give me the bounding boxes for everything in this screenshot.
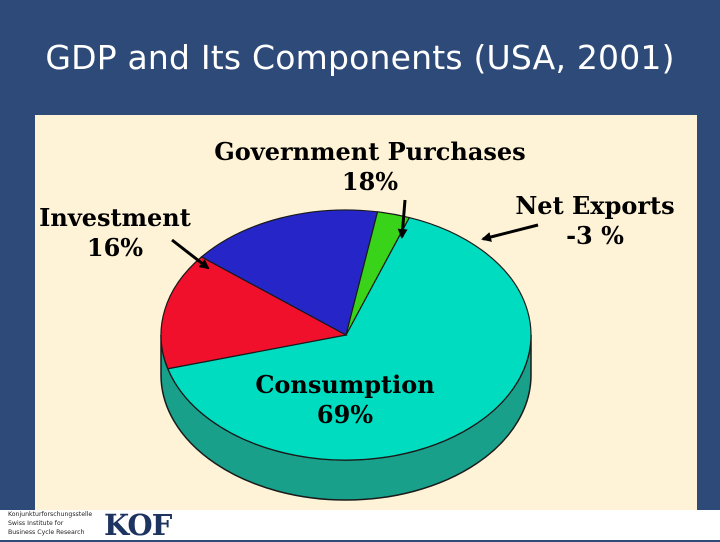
consumption-slice (167, 216, 532, 461)
government-label-value: 18% (341, 167, 399, 196)
chart-panel: Government Purchases 18% Investment 16% … (35, 115, 697, 510)
investment-label-value: 16% (86, 233, 144, 262)
investment-pointer-arrow (171, 238, 210, 270)
kof-logo: KOF (104, 508, 172, 542)
footer: Konjunkturforschungsstelle Swiss Institu… (0, 508, 720, 542)
consumption-label-name: Consumption (255, 370, 435, 399)
net-exports-label-name: Net Exports (515, 191, 675, 220)
investment-slice (160, 256, 348, 370)
net-exports-label: Net Exports -3 % (505, 191, 685, 251)
investment-label-name: Investment (39, 203, 191, 232)
government-pointer-arrow (397, 199, 408, 239)
pie-chart (160, 199, 539, 501)
consumption-label-value: 69% (316, 400, 374, 429)
slide-title: GDP and Its Components (USA, 2001) (45, 38, 675, 77)
net-exports-pointer-arrow (481, 223, 539, 242)
net-exports-label-value: -3 % (566, 221, 624, 250)
government-slice (200, 209, 379, 336)
investment-label: Investment 16% (25, 203, 205, 263)
government-label: Government Purchases 18% (195, 137, 545, 197)
consumption-label: Consumption 69% (225, 370, 465, 430)
government-label-name: Government Purchases (214, 137, 526, 166)
net-exports-slice (345, 211, 411, 336)
institute-name: Konjunkturforschungsstelle Swiss Institu… (8, 511, 93, 536)
